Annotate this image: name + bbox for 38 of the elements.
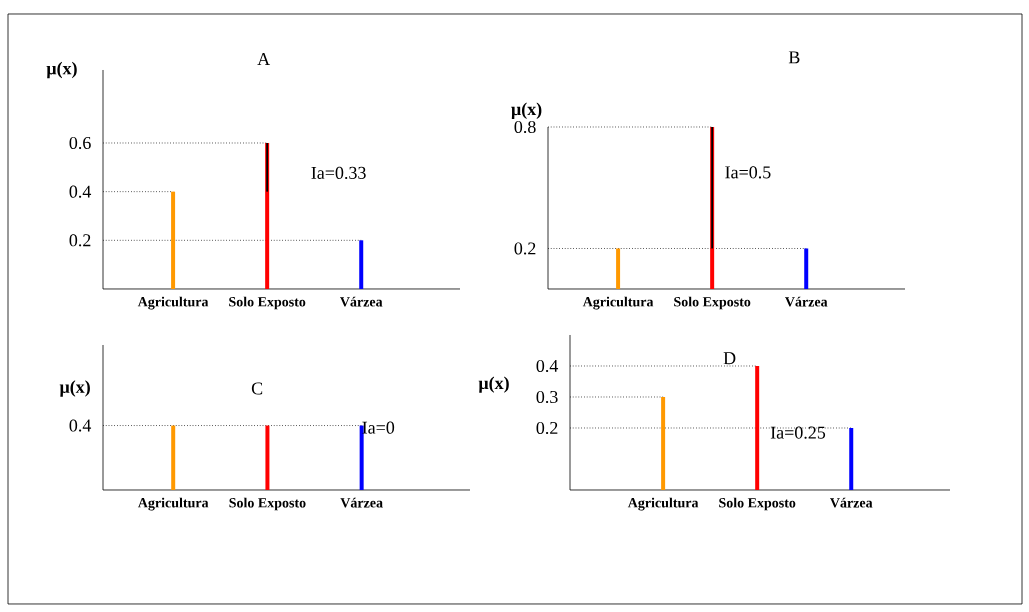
bar — [661, 396, 666, 490]
x-tick-label: Agricultura — [137, 497, 209, 511]
y-axis-title: μ(x) — [511, 102, 542, 119]
x-tick-label: Solo Exposto — [719, 497, 796, 511]
bar — [849, 427, 854, 490]
x-tick-label: Agricultura — [627, 497, 699, 511]
bar — [171, 191, 176, 289]
x-tick-label: Várzea — [340, 296, 383, 307]
bar — [755, 365, 760, 490]
x-tick-label: Agricultura — [137, 296, 209, 310]
y-tick-label: 0.4 — [536, 359, 559, 373]
annotation: Ia=0.33 — [311, 166, 366, 180]
y-tick-label: 0.2 — [514, 242, 536, 255]
x-tick-label: Solo Exposto — [229, 296, 306, 310]
text: D — [723, 352, 736, 365]
y-tick-label: 0.2 — [69, 234, 91, 247]
chart-title: B — [788, 51, 800, 64]
y-tick-label: 0.4 — [69, 185, 92, 198]
y-tick-label: 0.3 — [536, 390, 558, 404]
annotation: Ia=0.5 — [725, 166, 771, 179]
chart-title: A — [257, 53, 271, 65]
y-axis-title: μ(x) — [478, 376, 509, 393]
annotation: Ia=0.25 — [770, 426, 826, 439]
y-tick-label: 0.2 — [536, 421, 558, 435]
text: C — [251, 382, 263, 395]
x-tick-label: Solo Exposto — [229, 497, 306, 511]
x-tick-label: Várzea — [830, 497, 873, 508]
y-tick-label: 0.8 — [514, 120, 536, 134]
y-axis-title: μ(x) — [59, 380, 90, 397]
annotation: Ia=0 — [362, 421, 395, 434]
x-tick-label: Várzea — [785, 296, 828, 307]
x-tick-label: Várzea — [340, 497, 383, 508]
y-tick-label: 0.6 — [69, 136, 91, 150]
y-tick-label: 0.4 — [69, 419, 92, 432]
x-tick-label: Solo Exposto — [674, 296, 751, 310]
y-axis-title: μ(x) — [46, 61, 77, 79]
bar — [359, 240, 364, 289]
x-tick-label: Agricultura — [582, 296, 654, 310]
